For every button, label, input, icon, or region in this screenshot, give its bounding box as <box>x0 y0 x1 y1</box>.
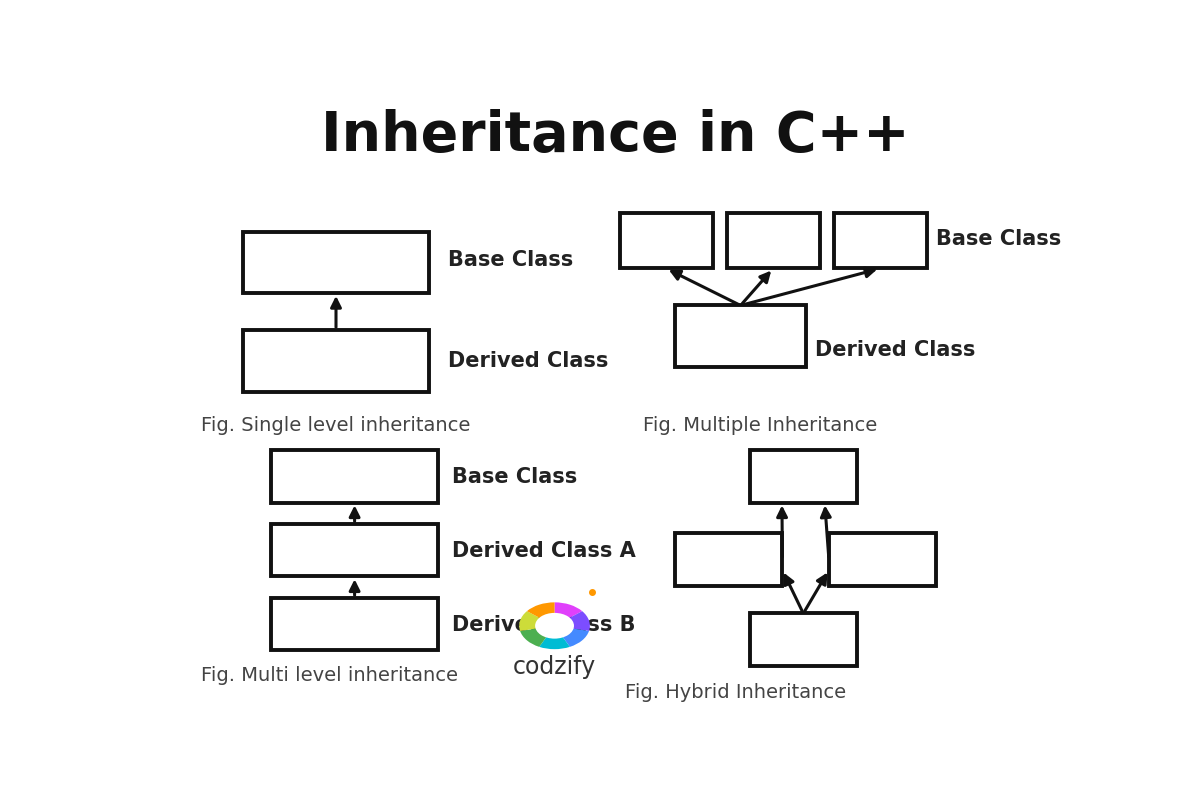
Text: Base Class: Base Class <box>448 250 572 270</box>
Bar <box>676 306 805 367</box>
Text: codzify: codzify <box>512 655 596 679</box>
Bar <box>727 213 820 269</box>
Bar <box>750 614 857 666</box>
Bar <box>619 213 713 269</box>
Wedge shape <box>527 602 554 626</box>
Text: Derived Class A: Derived Class A <box>452 541 636 561</box>
Wedge shape <box>554 611 590 631</box>
Bar <box>750 450 857 502</box>
Text: Base Class: Base Class <box>936 229 1061 249</box>
Wedge shape <box>520 611 554 631</box>
Bar <box>271 524 438 577</box>
Text: Derived Class B: Derived Class B <box>452 614 636 634</box>
Bar <box>271 450 438 502</box>
Bar <box>829 534 936 586</box>
Wedge shape <box>554 602 582 626</box>
Text: Fig. Multi level inheritance: Fig. Multi level inheritance <box>202 666 458 685</box>
Text: Fig. Multiple Inheritance: Fig. Multiple Inheritance <box>643 416 877 435</box>
Bar <box>271 598 438 650</box>
Bar <box>242 231 430 293</box>
Text: Inheritance in C++: Inheritance in C++ <box>320 109 910 163</box>
Text: Derived Class: Derived Class <box>448 351 608 371</box>
Text: Base Class: Base Class <box>452 466 577 486</box>
Bar <box>242 330 430 392</box>
Text: Fig. Hybrid Inheritance: Fig. Hybrid Inheritance <box>625 682 846 702</box>
Wedge shape <box>539 626 570 649</box>
Wedge shape <box>554 626 589 647</box>
Text: Fig. Single level inheritance: Fig. Single level inheritance <box>202 416 470 435</box>
Wedge shape <box>520 626 554 647</box>
Bar <box>834 213 926 269</box>
Bar <box>676 534 782 586</box>
Circle shape <box>535 613 574 638</box>
Text: Derived Class: Derived Class <box>815 340 976 360</box>
